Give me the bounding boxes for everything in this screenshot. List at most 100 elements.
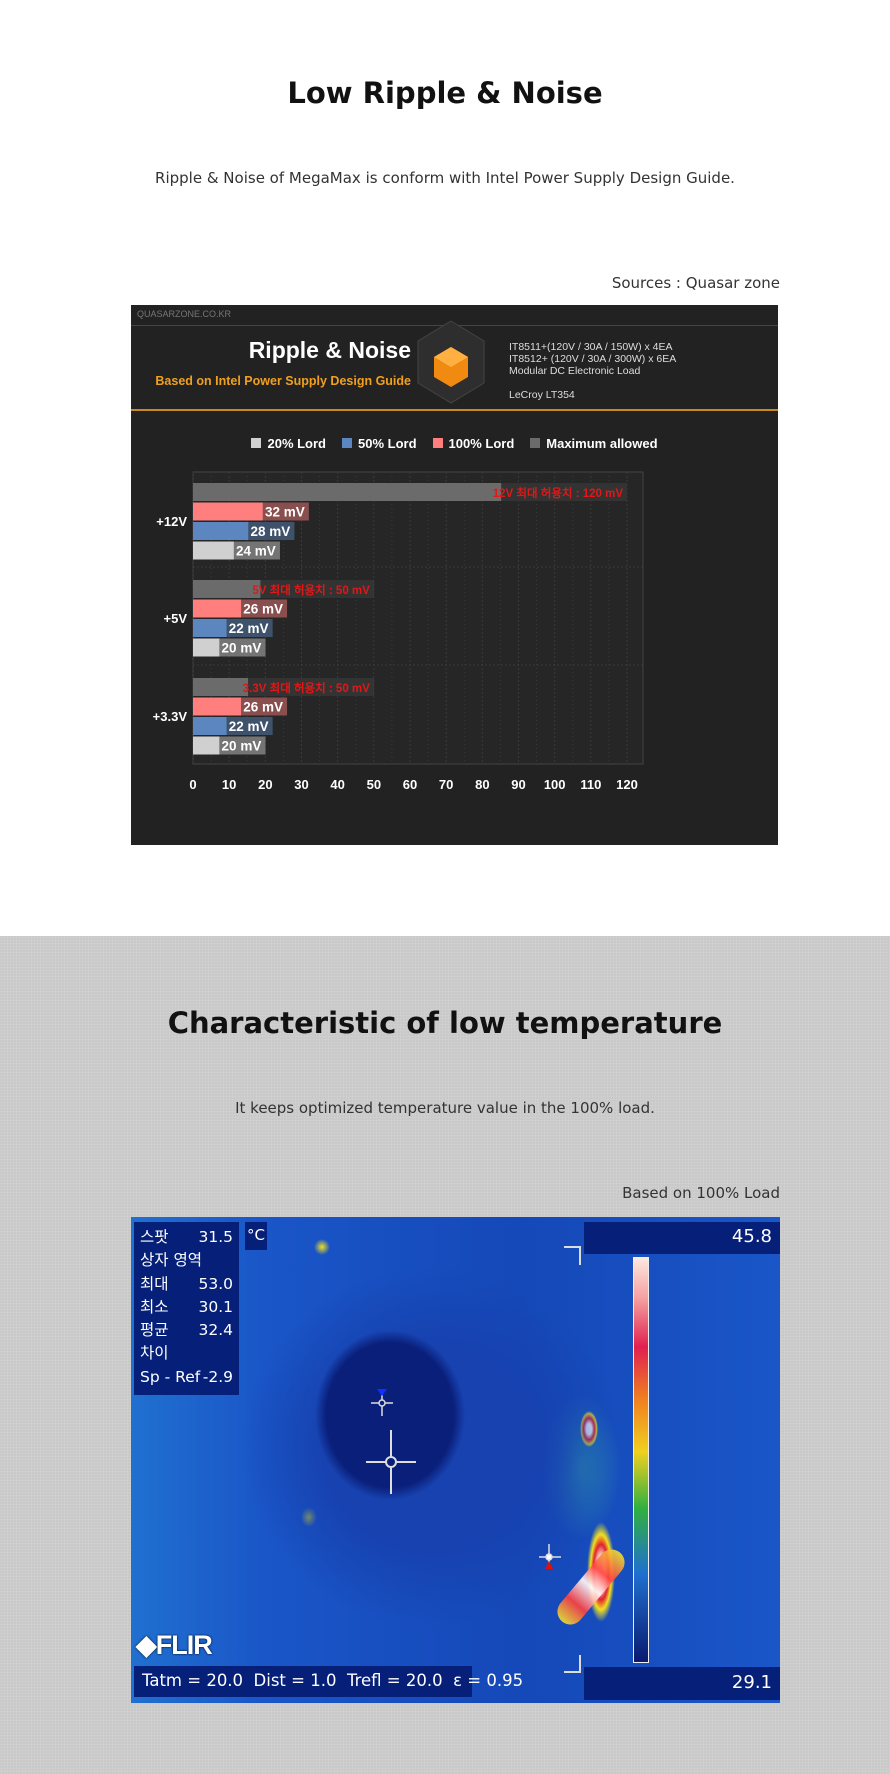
x-tick-label: 60 [403, 777, 417, 792]
category-label: +3.3V [153, 709, 188, 724]
unit-label: °C [245, 1222, 267, 1250]
bar-value-label: 20 mV [222, 739, 262, 754]
readout-label: 스팟 [140, 1228, 169, 1246]
category-label: +12V [156, 514, 187, 529]
bar-label-box [248, 522, 295, 540]
legend-item: 20% Lord [251, 436, 326, 451]
cold-marker-icon [377, 1389, 387, 1396]
bar-value-label: 32 mV [265, 505, 305, 520]
bar-value-label: 22 mV [229, 719, 269, 734]
plot-area: +12V 12V 최대 허용치 : 120 mV 32 mV 28 mV 24 mV +5… [153, 471, 644, 792]
source-note: Sources : Quasar zone [611, 274, 780, 292]
readout-row: 스팟 31.5 [140, 1226, 233, 1249]
legend-swatch [251, 438, 262, 448]
section-title-temperature: Characteristic of low temperature [167, 1006, 723, 1040]
cube-logo-icon [417, 320, 485, 404]
legend-item: 100% Lord [432, 436, 515, 451]
chart-title: Ripple & Noise [248, 337, 411, 363]
readout-row: 최소 30.1 [140, 1296, 233, 1319]
bar-label-box [262, 502, 309, 521]
readout-value: 31.5 [198, 1228, 233, 1246]
equipment-line: IT8512+ (120V / 30A / 300W) x 6EA [509, 353, 677, 365]
readout-value: 32.4 [198, 1321, 233, 1340]
readout-value: -2.9 [202, 1367, 233, 1386]
x-tick-label: 30 [294, 777, 308, 792]
readout-label: 차이 [140, 1344, 169, 1363]
scope-model: LeCroy LT354 [509, 389, 575, 401]
hot-marker-icon [545, 1561, 553, 1569]
readout-row: 차이 [140, 1342, 233, 1365]
x-tick-label: 80 [475, 777, 489, 792]
readout-row: 최대 53.0 [140, 1273, 233, 1296]
readout-label: Sp - Ref [140, 1367, 201, 1386]
equipment-line: IT8511+(120V / 30A / 150W) x 4EA [509, 341, 673, 353]
readout-value: 30.1 [198, 1297, 233, 1316]
bar-value-label: 12V 최대 허용치 : 120 mV [493, 486, 624, 500]
center-crosshair-icon [366, 1430, 416, 1494]
readout-label: 최소 [140, 1297, 169, 1316]
x-tick-label: 40 [330, 777, 344, 792]
chart-subtitle: Based on Intel Power Supply Design Guide [155, 374, 411, 388]
bar-label-box [226, 717, 273, 735]
crosshairs [366, 1389, 561, 1569]
x-tick-label: 10 [222, 777, 236, 792]
scale-max: 45.8 [584, 1222, 780, 1254]
bar-value-label: 22 mV [229, 621, 269, 636]
ripple-noise-chart: QUASARZONE.CO.KR Ripple & Noise Based on… [131, 305, 778, 845]
bar-value-label: 26 mV [243, 602, 283, 617]
section-title-ripple: Low Ripple & Noise [287, 76, 603, 110]
legend-label: 50% Lord [358, 436, 417, 451]
bar-label-box [219, 638, 266, 657]
x-tick-label: 110 [580, 777, 601, 792]
legend-swatch [342, 438, 352, 448]
x-tick-label: 20 [258, 777, 272, 792]
x-tick-label: 100 [544, 777, 566, 792]
load-note: Based on 100% Load [622, 1184, 780, 1202]
legend-label: Maximum allowed [546, 436, 658, 451]
bar-label-box [226, 619, 273, 637]
legend-label: 100% Lord [448, 436, 515, 451]
bar-label-box [501, 483, 627, 501]
bar-value-label: 20 mV [222, 641, 262, 656]
bar-value-label: 26 mV [243, 700, 283, 715]
readout-label: 최대 [140, 1274, 169, 1293]
bar-label-box [260, 580, 374, 598]
color-scale-bar [633, 1257, 649, 1663]
legend-label: 20% Lord [267, 436, 326, 451]
flir-logo: ◆FLIR [136, 1630, 213, 1660]
equipment-line: Modular DC Electronic Load [509, 365, 641, 377]
chart-watermark: QUASARZONE.CO.KR [137, 309, 232, 319]
frame-corner-icon [564, 1246, 581, 1265]
section-subtitle-ripple: Ripple & Noise of MegaMax is conform wit… [155, 169, 735, 187]
legend-item: Maximum allowed [530, 436, 658, 451]
bar-label-box [233, 541, 280, 560]
bar-value-label: 5V 최대 허용치 : 50 mV [252, 583, 370, 597]
x-tick-label: 120 [616, 777, 638, 792]
camera-parameters: Tatm = 20.0 Dist = 1.0 Trefl = 20.0 ε = … [134, 1666, 523, 1697]
readout-row: 평균 32.4 [140, 1319, 233, 1342]
x-tick-label: 70 [439, 777, 453, 792]
bar-value-label: 28 mV [250, 524, 290, 539]
readout-row: 상자 영역 [140, 1249, 233, 1272]
bar-value-label: 3.3V 최대 허용치 : 50 mV [243, 681, 370, 695]
bar-label-box [241, 599, 288, 618]
readout-value: 53.0 [198, 1274, 233, 1293]
frame-corner-icon [564, 1655, 581, 1673]
readout-row: Sp - Ref -2.9 [140, 1366, 233, 1389]
readout-label: 상자 영역 [140, 1251, 202, 1270]
scale-min: 29.1 [584, 1667, 780, 1700]
category-label: +5V [164, 611, 188, 626]
chart-legend: 20% Lord 50% Lord 100% Lord Maximum allowed [131, 436, 778, 451]
bar-value-label: 24 mV [236, 544, 276, 559]
bar-label-box [219, 736, 266, 755]
readout-label: 평균 [140, 1321, 169, 1340]
x-tick-label: 90 [511, 777, 525, 792]
x-tick-label: 50 [367, 777, 381, 792]
bar-label-box [248, 678, 374, 696]
legend-swatch [530, 438, 541, 448]
x-tick-label: 0 [189, 777, 196, 792]
legend-swatch [432, 438, 443, 448]
bar-label-box [241, 697, 288, 716]
